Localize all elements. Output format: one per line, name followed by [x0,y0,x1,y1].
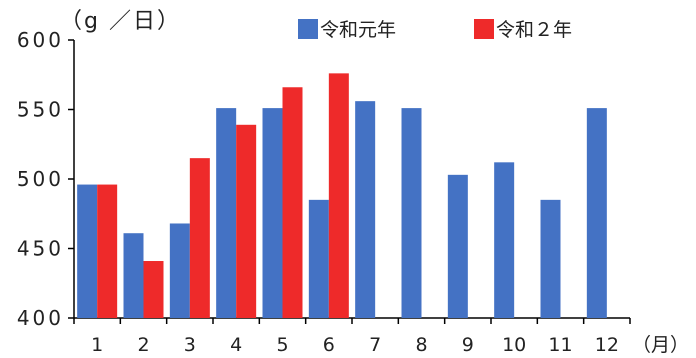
bar-series-2-month-1 [97,184,118,318]
bar-series-2-month-3 [189,158,210,318]
y-tick-label: 550 [17,98,64,122]
x-axis-label: （月） [632,334,689,356]
x-tick-label: 10 [502,334,526,356]
legend-swatch-series-2 [474,19,494,39]
bar-series-2-month-5 [282,87,303,318]
axis-labels: （g ／日） （月） [60,9,689,356]
bar-series-1-month-5 [262,108,283,318]
y-axis-label: （g ／日） [60,9,181,34]
bar-series-1-month-11 [540,199,561,318]
x-tick-label: 7 [369,334,381,356]
legend-swatch-series-1 [298,19,318,39]
legend: 令和元年 令和２年 [298,19,572,41]
x-tick-label: 12 [595,334,619,356]
y-tick-label: 450 [17,237,64,261]
x-tick-label: 11 [548,334,572,356]
bar-series-1-month-7 [355,101,376,318]
bar-series-1-month-2 [123,233,144,318]
bar-series-1-month-12 [586,108,607,318]
bar-series-1-month-3 [169,223,190,318]
bars [77,73,607,318]
bar-series-2-month-2 [143,261,164,318]
y-tick-label: 400 [17,306,64,330]
bar-series-1-month-9 [447,174,468,318]
bar-series-2-month-6 [328,73,349,318]
y-tick-label: 500 [17,167,64,191]
x-tick-label: 3 [184,334,196,356]
x-tick-label: 2 [137,334,149,356]
x-tick-label: 8 [415,334,427,356]
y-tick-label: 600 [17,28,64,52]
x-tick-label: 9 [462,334,474,356]
bar-series-1-month-6 [308,199,329,318]
legend-label-series-1: 令和元年 [320,19,396,41]
bar-series-1-month-4 [216,108,237,318]
bar-series-2-month-4 [236,124,257,318]
bar-series-1-month-10 [494,162,515,318]
x-tick-label: 6 [323,334,335,356]
bar-series-1-month-8 [401,108,422,318]
x-tick-label: 1 [91,334,103,356]
legend-label-series-2: 令和２年 [496,19,572,41]
x-tick-label: 4 [230,334,242,356]
x-tick-label: 5 [276,334,288,356]
bar-series-1-month-1 [77,184,98,318]
